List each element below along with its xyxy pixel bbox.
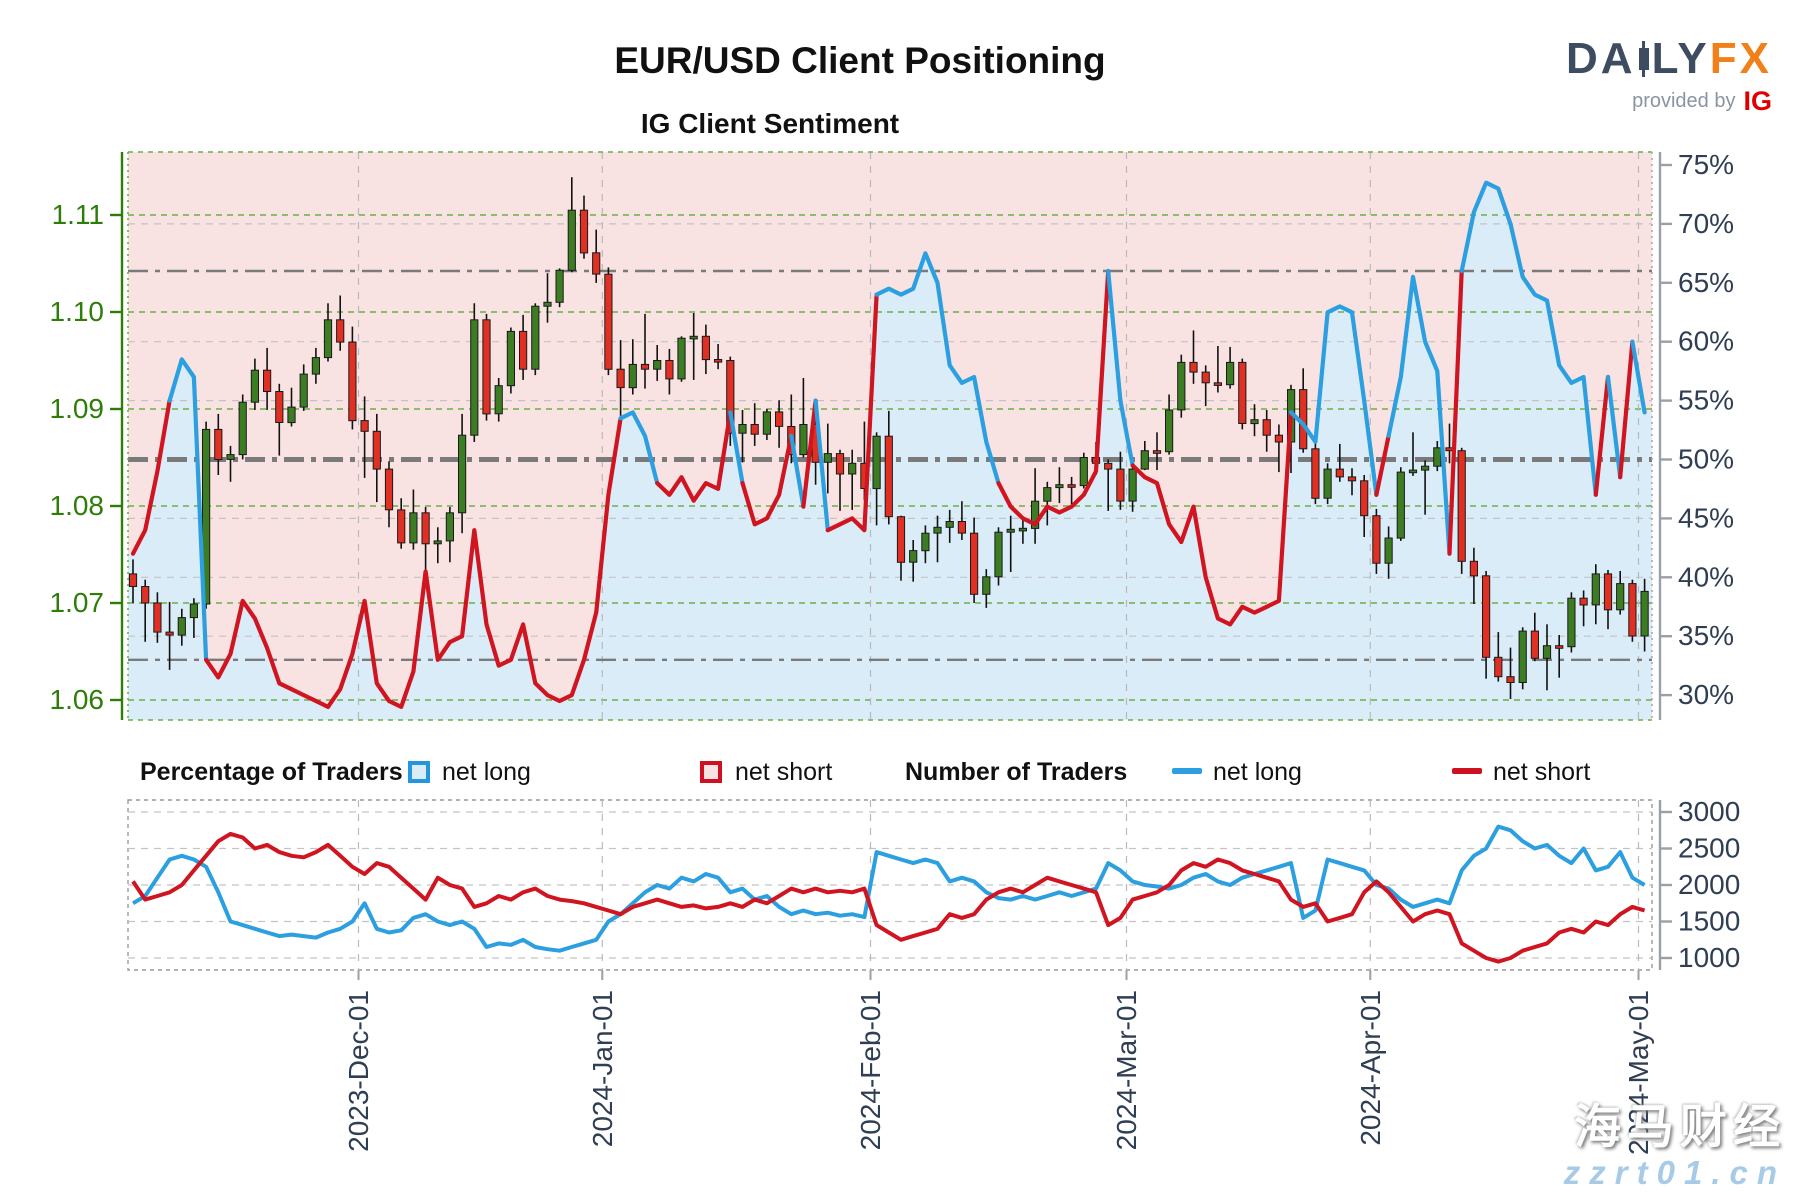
svg-text:2024-May-01: 2024-May-01 bbox=[1623, 990, 1654, 1155]
svg-text:3000: 3000 bbox=[1678, 796, 1740, 827]
logo-text-ly: LY bbox=[1651, 34, 1710, 83]
svg-text:2500: 2500 bbox=[1678, 833, 1740, 864]
net-short-count-label: net short bbox=[1493, 758, 1591, 786]
svg-text:2023-Dec-01: 2023-Dec-01 bbox=[343, 990, 374, 1152]
candlestick-icon bbox=[1638, 41, 1649, 77]
net-short-count-swatch bbox=[1452, 768, 1482, 774]
net-long-pct-label: net long bbox=[442, 758, 531, 786]
net-long-count-label: net long bbox=[1213, 758, 1302, 786]
legend-number-label: Number of Traders bbox=[905, 758, 1128, 786]
svg-text:2024-Mar-01: 2024-Mar-01 bbox=[1111, 990, 1142, 1150]
dailyfx-brand: DA LY FX bbox=[1566, 34, 1772, 84]
svg-text:70%: 70% bbox=[1678, 208, 1734, 239]
legend-percentage-label: Percentage of Traders bbox=[140, 758, 403, 786]
svg-text:30%: 30% bbox=[1678, 679, 1734, 710]
candlestick-layer bbox=[128, 177, 1649, 699]
chart-subtitle: IG Client Sentiment bbox=[640, 108, 900, 139]
svg-text:1500: 1500 bbox=[1678, 906, 1740, 937]
sentiment-axis: 30% 35% 40% 45% 50% 55% 60% 65% 70% 75% bbox=[1658, 149, 1734, 720]
svg-text:2024-Jan-01: 2024-Jan-01 bbox=[587, 990, 618, 1147]
dailyfx-logo: DA LY FX provided by IG bbox=[1566, 34, 1772, 117]
net-long-count-swatch bbox=[1172, 768, 1202, 774]
svg-text:60%: 60% bbox=[1678, 326, 1734, 357]
svg-text:2024-Feb-01: 2024-Feb-01 bbox=[855, 990, 886, 1150]
watermark-line2: zzrt01.cn bbox=[1563, 1154, 1786, 1192]
svg-text:2000: 2000 bbox=[1678, 869, 1740, 900]
svg-text:1000: 1000 bbox=[1678, 942, 1740, 973]
count-line-net-long bbox=[131, 824, 1646, 953]
svg-text:1.10: 1.10 bbox=[50, 296, 105, 327]
chart-legend: Percentage of Traders net long net short… bbox=[0, 752, 1800, 794]
svg-text:1.07: 1.07 bbox=[50, 587, 105, 618]
svg-text:50%: 50% bbox=[1678, 444, 1734, 475]
watermark-line1: 海马财经 bbox=[1574, 1100, 1786, 1154]
svg-text:40%: 40% bbox=[1678, 561, 1734, 592]
count-line-net-short bbox=[131, 831, 1646, 964]
svg-text:1.06: 1.06 bbox=[50, 684, 105, 715]
logo-text-da: DA bbox=[1566, 34, 1636, 83]
ig-logo: IG bbox=[1743, 86, 1772, 116]
sentiment-line bbox=[130, 180, 1647, 710]
net-short-pct-swatch bbox=[700, 761, 722, 783]
provided-by-row: provided by IG bbox=[1632, 86, 1772, 117]
svg-text:1.08: 1.08 bbox=[50, 490, 105, 521]
svg-text:1.11: 1.11 bbox=[52, 199, 104, 230]
logo-text-fx: FX bbox=[1709, 34, 1772, 83]
svg-text:65%: 65% bbox=[1678, 267, 1734, 298]
net-short-pct-label: net short bbox=[735, 758, 833, 786]
svg-text:45%: 45% bbox=[1678, 502, 1734, 533]
svg-text:75%: 75% bbox=[1678, 149, 1734, 180]
svg-text:2024-Apr-01: 2024-Apr-01 bbox=[1355, 990, 1386, 1146]
watermark: 海马财经 zzrt01.cn bbox=[1564, 1100, 1786, 1192]
net-long-pct-swatch bbox=[408, 761, 430, 783]
svg-text:35%: 35% bbox=[1678, 620, 1734, 651]
provided-by-label: provided by bbox=[1632, 90, 1736, 112]
date-axis-labels: 2023-Dec-01 2024-Jan-01 2024-Feb-01 2024-Ma… bbox=[343, 990, 1654, 1155]
svg-text:55%: 55% bbox=[1678, 385, 1734, 416]
price-axis: 1.06 1.07 1.08 1.09 1.10 1.11 bbox=[50, 152, 124, 720]
svg-text:1.09: 1.09 bbox=[50, 393, 105, 424]
trader-count-chart: 1000 1500 2000 2500 3000 bbox=[127, 796, 1740, 980]
page-title: EUR/USD Client Positioning bbox=[614, 40, 1106, 81]
